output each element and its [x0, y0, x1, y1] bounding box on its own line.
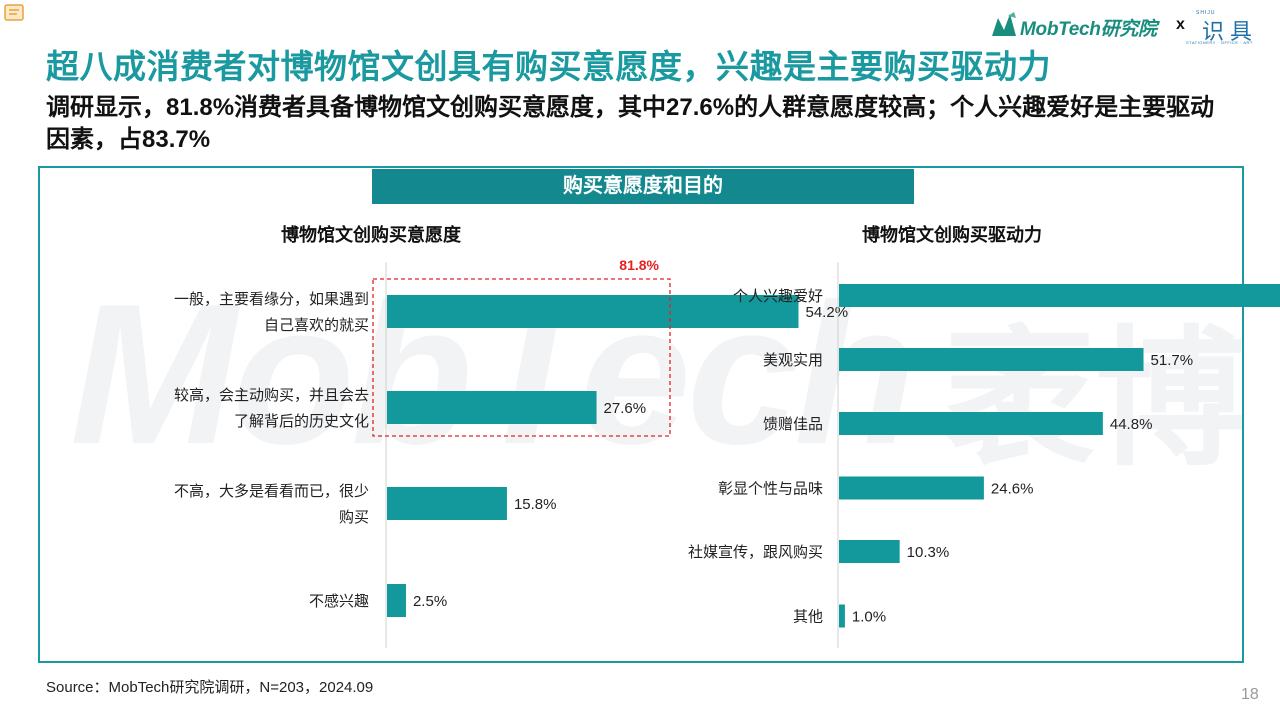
chart-1-data-label: 10.3%: [907, 544, 950, 561]
chart-0-bar: [387, 584, 406, 617]
partner-logo: 识具: [1202, 19, 1259, 44]
chart-0-data-label: 15.8%: [514, 496, 557, 513]
chart-panel: [38, 166, 1244, 663]
partner-logo-small: SHIJU: [1196, 10, 1216, 16]
chart-1-bar: [839, 348, 1144, 371]
chart-1-data-label: 1.0%: [852, 609, 886, 626]
chart-1-category-label: 彰显个性与品味: [718, 480, 823, 498]
chart-1-category-label: 个人兴趣爱好: [733, 288, 823, 305]
partner-separator: x: [1176, 16, 1185, 33]
chart-1-bar: [839, 476, 984, 500]
chart-1-category-label: 社媒宣传，跟风购买: [688, 544, 823, 561]
page-title: 超八成消费者对博物馆文创具有购买意愿度，兴趣是主要购买驱动力: [46, 48, 1051, 85]
chart-0-category-label: 不高，大多是看看而已，很少: [174, 483, 369, 500]
chart-0-category-label: 了解背后的历史文化: [234, 413, 369, 430]
chart-0-data-label: 54.2%: [806, 304, 849, 321]
chart-1-category-label: 馈赠佳品: [763, 416, 823, 433]
mobtech-logo-icon: [992, 12, 1016, 36]
page-subtitle: 调研显示，81.8%消费者具备博物馆文创购买意愿度，其中27.6%的人群意愿度较…: [46, 94, 1215, 153]
chart-0-category-label: 自己喜欢的就买: [264, 317, 369, 334]
chart-1-category-label: 美观实用: [763, 352, 823, 369]
chart-1-data-label: 44.8%: [1110, 416, 1153, 433]
chart-0-category-label: 一般，主要看缘分，如果遇到: [174, 291, 369, 308]
chart-0-data-label: 2.5%: [413, 593, 447, 610]
chart-0-bar: [387, 295, 799, 328]
chart-1-data-label: 24.6%: [991, 481, 1034, 498]
header-logos: MobTech研究院 x SHIJU 识具 STATIONERY · OFFIC…: [990, 10, 1270, 45]
chart-0-bar: [387, 487, 507, 520]
chart-1-category-label: 其他: [793, 609, 823, 626]
chart-0-category-label: 不感兴趣: [309, 593, 369, 610]
section-banner: 购买意愿度和目的: [372, 169, 914, 204]
source-note: Source：MobTech研究院调研，N=203，2024.09: [46, 679, 374, 696]
partner-tagline: STATIONERY · OFFICE · ART: [1186, 40, 1253, 45]
chart-1-bar: [839, 604, 845, 628]
chart-0-data-label: 27.6%: [604, 400, 647, 417]
chart-1-bar: [839, 284, 1280, 307]
chart-1-bar: [839, 540, 900, 563]
chart-title-intent: 博物馆文创购买意愿度: [281, 225, 461, 245]
chart-0-category-label: 较高，会主动购买，并且会去: [174, 386, 369, 404]
chart-0-category-label: 购买: [339, 509, 369, 526]
mobtech-brand-name: MobTech研究院: [1020, 19, 1157, 40]
page-number: 18: [1241, 686, 1259, 703]
chart-0-bar: [387, 391, 597, 424]
comment-icon[interactable]: [4, 4, 24, 24]
chart-1-data-label: 51.7%: [1151, 352, 1194, 369]
highlight-total-label: 81.8%: [619, 257, 659, 273]
chart-title-drivers: 博物馆文创购买驱动力: [862, 225, 1042, 245]
highlight-box: [372, 278, 671, 437]
chart-1-bar: [839, 412, 1103, 435]
